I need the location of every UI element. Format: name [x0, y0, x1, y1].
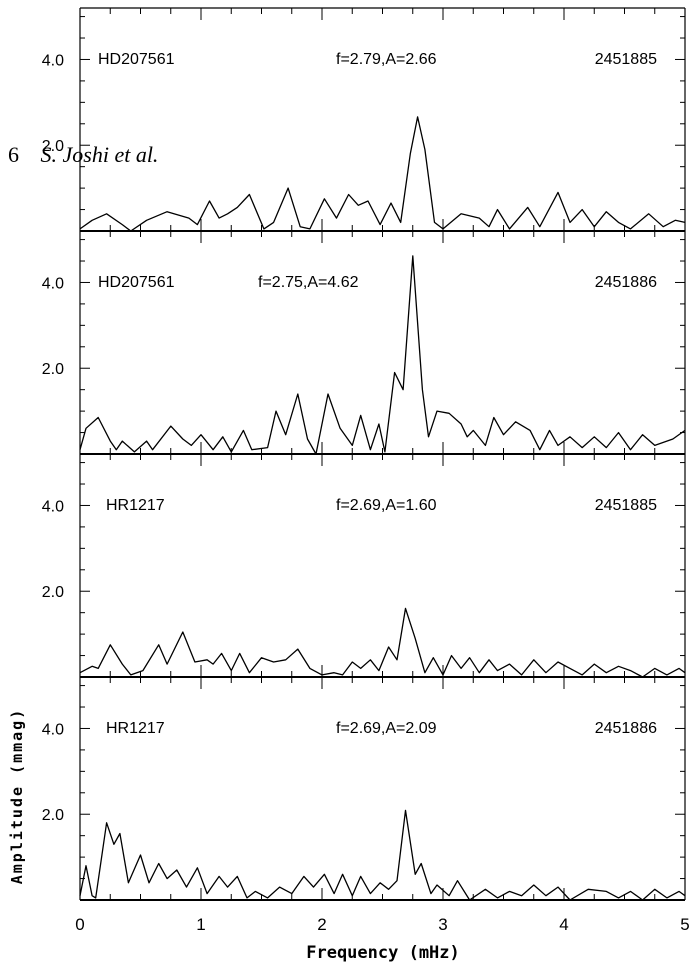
y-tick-label: 2.0: [42, 138, 64, 155]
y-tick-label: 2.0: [42, 584, 64, 601]
axes-text-group: 0 1 2 3 4 5 Frequency (mHz) Amplitude (mmag): [8, 708, 690, 963]
x-tick-label: 5: [680, 915, 689, 934]
y-tick-label: 2.0: [42, 807, 64, 824]
x-tick-label: 3: [438, 915, 447, 934]
x-tick-label: 2: [317, 915, 326, 934]
jd-label: 2451885: [595, 51, 657, 68]
star-name: HD207561: [98, 274, 175, 291]
panel-3: 2.0 4.0 HR1217 f=2.69,A=1.60 2451885: [42, 454, 686, 678]
y-tick-label: 4.0: [42, 275, 64, 292]
star-name: HR1217: [106, 497, 165, 514]
y-tick-label: 2.0: [42, 361, 64, 378]
spectrum-line: [79, 116, 686, 232]
jd-label: 2451886: [595, 274, 657, 291]
spectrum-line: [79, 809, 686, 901]
x-tick-label: 0: [75, 915, 84, 934]
spectrum-line: [79, 255, 686, 455]
panel-4: 2.0 4.0 HR1217 f=2.69,A=2.09 2451886: [42, 677, 686, 901]
jd-label: 2451886: [595, 720, 657, 737]
panels-group: 2.0 4.0 HD207561 f=2.79,A=2.66 2451885 2.0 4.0…: [42, 7, 686, 901]
y-tick-label: 4.0: [42, 498, 64, 515]
y-tick-label: 4.0: [42, 721, 64, 738]
peak-label: f=2.79,A=2.66: [336, 51, 437, 68]
x-axis-title: Frequency (mHz): [306, 943, 460, 963]
x-tick-label: 4: [559, 915, 568, 934]
running-author: S. Joshi et al.: [40, 142, 159, 167]
star-name: HD207561: [98, 51, 175, 68]
spectrum-line: [79, 607, 686, 678]
page-number: 6: [8, 142, 19, 167]
x-tick-label: 1: [196, 915, 205, 934]
panel-2: 2.0 4.0 HD207561 f=2.75,A=4.62 2451886: [42, 231, 686, 455]
star-name: HR1217: [106, 720, 165, 737]
panel-1: 2.0 4.0 HD207561 f=2.79,A=2.66 2451885: [42, 7, 686, 232]
jd-label: 2451885: [595, 497, 657, 514]
peak-label: f=2.69,A=2.09: [336, 720, 437, 737]
peak-label: f=2.75,A=4.62: [258, 274, 359, 291]
y-tick-label: 4.0: [42, 52, 64, 69]
running-header: 6 S. Joshi et al.: [8, 142, 158, 168]
peak-label: f=2.69,A=1.60: [336, 497, 437, 514]
y-axis-title: Amplitude (mmag): [8, 708, 26, 885]
